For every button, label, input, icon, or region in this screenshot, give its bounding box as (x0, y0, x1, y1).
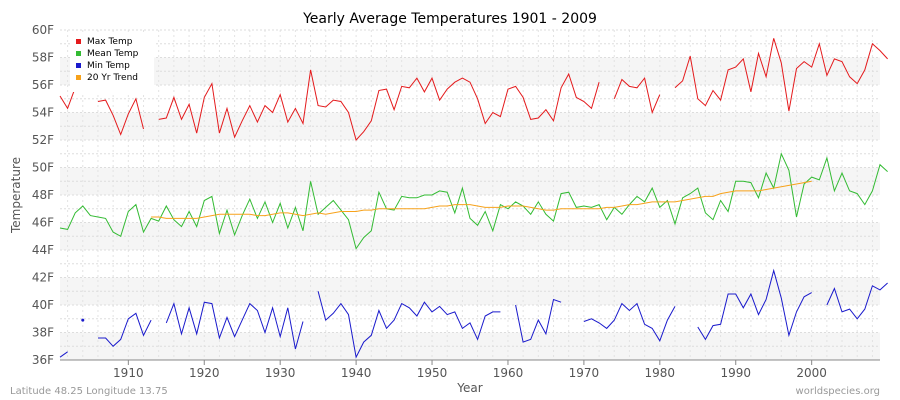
legend-swatch (76, 51, 81, 56)
legend-swatch (76, 39, 81, 44)
footer-location: Latitude 48.25 Longitude 13.75 (10, 386, 168, 397)
chart-title: Yearly Average Temperatures 1901 - 2009 (302, 11, 597, 27)
series-line-segment (165, 301, 304, 350)
y-tick-label: 56F (32, 78, 54, 92)
y-tick-label: 36F (32, 353, 54, 367)
legend: Max Temp Mean Temp Min Temp 20 Yr Trend (70, 34, 154, 92)
y-tick-label: 48F (32, 188, 54, 202)
y-tick-label: 60F (32, 23, 54, 37)
x-tick-label: 1990 (720, 366, 751, 380)
series-line-segment (59, 351, 68, 358)
legend-label: 20 Yr Trend (87, 73, 138, 83)
y-tick-label: 42F (32, 271, 54, 285)
x-tick-label: 1930 (265, 366, 296, 380)
series-line-segment (59, 152, 888, 250)
y-tick-label: 40F (32, 298, 54, 312)
series-min-temp (59, 268, 888, 359)
x-tick-label: 1950 (417, 366, 448, 380)
series-line-segment (674, 38, 888, 112)
legend-label: Max Temp (87, 37, 133, 47)
y-tick-label: 44F (32, 243, 54, 257)
legend-swatch (76, 75, 81, 80)
footer-source: worldspecies.org (796, 386, 880, 397)
x-tick-label: 1920 (189, 366, 220, 380)
series-line-segment (515, 298, 562, 343)
legend-label: Min Temp (87, 61, 130, 71)
y-axis-label: Temperature (9, 157, 23, 234)
grid-lines (60, 29, 880, 361)
series-line-segment (317, 291, 501, 359)
legend-label: Mean Temp (87, 49, 139, 59)
y-tick-label: 58F (32, 51, 54, 65)
x-tick-label: 1910 (113, 366, 144, 380)
y-axis-ticks: 36F 38F 40F 42F 44F 46F 48F 50F 52F 54F 56F 58F 60F (32, 23, 54, 367)
x-tick-label: 1960 (493, 366, 524, 380)
series-line-segment (151, 180, 812, 219)
series-20-yr-trend (151, 180, 812, 219)
y-tick-label: 38F (32, 326, 54, 340)
y-tick-label: 52F (32, 133, 54, 147)
x-tick-label: 1980 (645, 366, 676, 380)
legend-swatch (76, 63, 81, 68)
series-line-segment (697, 268, 812, 341)
y-tick-label: 50F (32, 161, 54, 175)
x-tick-label: 2000 (796, 366, 827, 380)
series-line-segment (158, 69, 600, 142)
x-axis-ticks: 1910 1920 1930 1940 1950 1960 1970 1980 1990 2000 (113, 360, 827, 380)
y-tick-label: 54F (32, 106, 54, 120)
x-tick-label: 1940 (341, 366, 372, 380)
series-line-segment (97, 97, 144, 136)
data-series (59, 38, 888, 359)
series-line-segment (583, 302, 676, 342)
series-line-segment (98, 312, 152, 348)
series-mean-temp (59, 152, 888, 250)
legend-box (70, 34, 154, 92)
y-tick-label: 46F (32, 216, 54, 230)
data-point (81, 318, 85, 322)
x-axis-label: Year (456, 381, 482, 395)
series-line-segment (613, 76, 661, 115)
series-max-temp (59, 38, 888, 142)
x-tick-label: 1970 (569, 366, 600, 380)
series-line-segment (826, 282, 888, 320)
